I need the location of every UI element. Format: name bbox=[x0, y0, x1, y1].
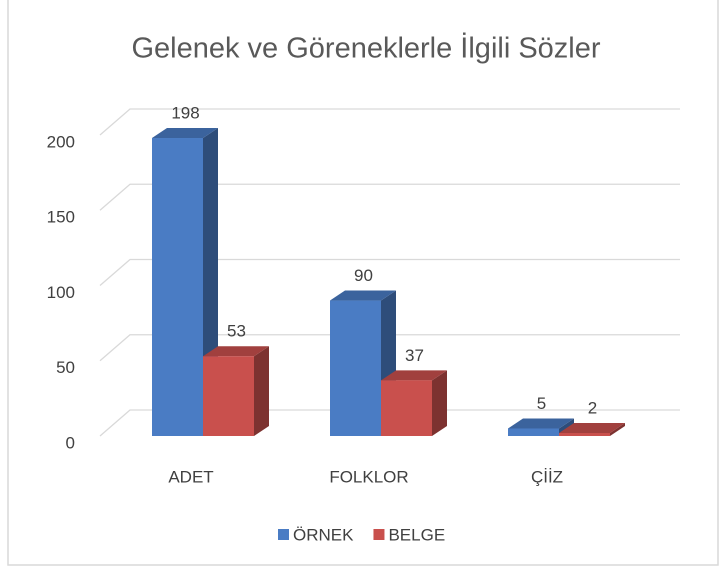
y-tick-label: 150 bbox=[47, 208, 75, 227]
bar bbox=[330, 300, 381, 436]
bar-side bbox=[432, 370, 447, 436]
bar bbox=[381, 380, 432, 436]
chart-border bbox=[7, 0, 719, 566]
grid-line bbox=[99, 183, 680, 211]
bar-top bbox=[508, 418, 574, 429]
y-tick-label: 0 bbox=[66, 433, 75, 452]
legend-swatch bbox=[373, 529, 385, 540]
legend-swatch bbox=[278, 529, 289, 540]
bar-side bbox=[254, 346, 269, 436]
bar-top bbox=[559, 422, 625, 433]
x-tick-label: FOLKLOR bbox=[329, 467, 408, 486]
bar bbox=[508, 428, 559, 436]
grid-line bbox=[99, 409, 680, 437]
legend-label: ÖRNEK bbox=[293, 525, 354, 544]
bar bbox=[152, 138, 203, 436]
bar bbox=[203, 356, 254, 436]
data-label: 37 bbox=[405, 346, 424, 365]
data-label: 5 bbox=[537, 394, 546, 413]
x-tick-label: ÇİİZ bbox=[531, 467, 563, 486]
y-tick-label: 100 bbox=[47, 283, 75, 302]
bar-top bbox=[203, 346, 269, 357]
bar-top bbox=[330, 290, 396, 301]
grid-line bbox=[99, 108, 680, 136]
bar-top bbox=[381, 370, 447, 381]
grid-line bbox=[99, 334, 680, 362]
y-tick-label: 50 bbox=[56, 358, 75, 377]
chart-title: Gelenek ve Göreneklerle İlgili Sözler bbox=[131, 32, 600, 65]
bar bbox=[559, 432, 610, 436]
grid-line bbox=[99, 258, 680, 286]
data-label: 198 bbox=[171, 103, 199, 122]
bar-top bbox=[152, 128, 218, 139]
data-label: 90 bbox=[354, 266, 373, 285]
data-label: 2 bbox=[588, 398, 597, 417]
bar-side bbox=[610, 422, 625, 436]
x-tick-label: ADET bbox=[168, 467, 213, 486]
data-label: 53 bbox=[227, 322, 246, 341]
y-tick-label: 200 bbox=[47, 132, 75, 151]
legend-label: BELGE bbox=[388, 525, 445, 544]
